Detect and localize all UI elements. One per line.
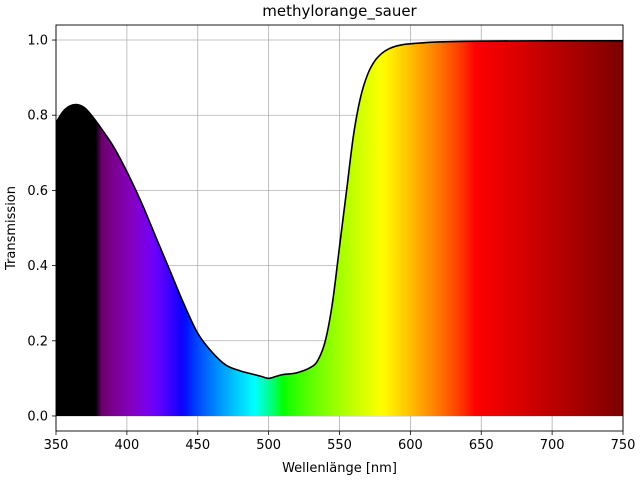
x-tick-label: 450 — [185, 438, 210, 453]
y-tick-label: 0.8 — [27, 109, 48, 124]
x-axis-title: Wellenlänge [nm] — [282, 461, 397, 476]
y-tick-label: 0.2 — [27, 334, 48, 349]
y-axis-title: Transmission — [4, 186, 19, 271]
x-axis: 350 400 450 500 550 600 650 700 750 — [44, 431, 636, 453]
x-tick-label: 550 — [327, 438, 352, 453]
y-tick-label: 0.4 — [27, 259, 48, 274]
x-tick-label: 650 — [469, 438, 494, 453]
x-tick-label: 400 — [114, 438, 139, 453]
x-tick-label: 350 — [44, 438, 69, 453]
y-tick-label: 0.6 — [27, 184, 48, 199]
x-tick-label: 500 — [256, 438, 281, 453]
y-tick-label: 1.0 — [27, 34, 48, 49]
y-axis: 0.0 0.2 0.4 0.6 0.8 1.0 — [27, 34, 56, 424]
chart-title: methylorange_sauer — [262, 2, 417, 21]
transmission-line — [56, 39, 623, 380]
x-tick-label: 750 — [611, 438, 636, 453]
y-tick-label: 0.0 — [27, 409, 48, 424]
x-tick-label: 600 — [398, 438, 423, 453]
x-tick-label: 700 — [540, 438, 565, 453]
